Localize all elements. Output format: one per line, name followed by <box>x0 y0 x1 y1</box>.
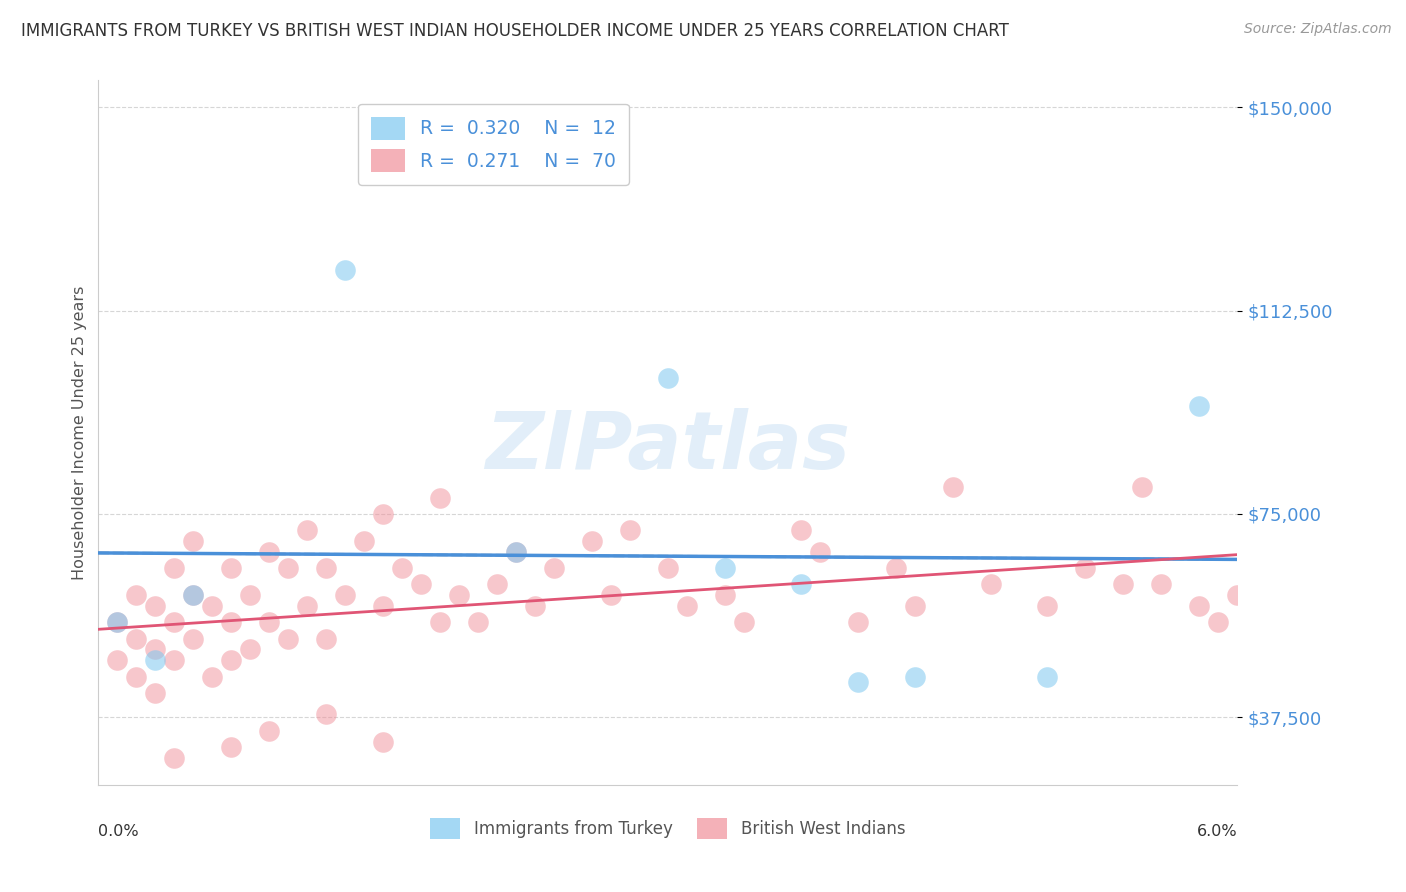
Point <box>145 653 167 667</box>
Point <box>163 653 186 667</box>
Text: Source: ZipAtlas.com: Source: ZipAtlas.com <box>1244 22 1392 37</box>
Point <box>221 653 243 667</box>
Point <box>239 642 262 657</box>
Text: IMMIGRANTS FROM TURKEY VS BRITISH WEST INDIAN HOUSEHOLDER INCOME UNDER 25 YEARS : IMMIGRANTS FROM TURKEY VS BRITISH WEST I… <box>21 22 1010 40</box>
Point <box>183 588 205 602</box>
Point <box>183 534 205 549</box>
Point <box>163 615 186 630</box>
Point <box>125 669 148 683</box>
Point <box>1226 588 1249 602</box>
Point <box>429 491 451 505</box>
Point <box>107 653 129 667</box>
Point <box>353 534 375 549</box>
Point <box>676 599 699 613</box>
Point <box>315 561 337 575</box>
Point <box>714 588 737 602</box>
Point <box>449 588 471 602</box>
Point <box>1036 599 1059 613</box>
Point <box>904 669 927 683</box>
Point <box>183 588 205 602</box>
Point <box>543 561 565 575</box>
Point <box>1208 615 1230 630</box>
Point <box>125 632 148 646</box>
Point <box>145 599 167 613</box>
Point <box>145 642 167 657</box>
Point <box>259 615 281 630</box>
Point <box>371 507 394 521</box>
Point <box>505 545 527 559</box>
Point <box>371 734 394 748</box>
Point <box>277 561 299 575</box>
Point <box>201 599 224 613</box>
Point <box>125 588 148 602</box>
Point <box>221 561 243 575</box>
Point <box>297 523 319 537</box>
Point <box>107 615 129 630</box>
Point <box>846 675 869 690</box>
Point <box>505 545 527 559</box>
Text: 0.0%: 0.0% <box>98 823 139 838</box>
Point <box>221 739 243 754</box>
Point <box>714 561 737 575</box>
Point <box>600 588 623 602</box>
Point <box>1132 480 1154 494</box>
Point <box>297 599 319 613</box>
Point <box>904 599 927 613</box>
Point <box>1150 577 1173 591</box>
Point <box>524 599 547 613</box>
Text: 6.0%: 6.0% <box>1197 823 1237 838</box>
Point <box>790 577 813 591</box>
Point <box>411 577 433 591</box>
Point <box>1188 399 1211 413</box>
Point <box>163 751 186 765</box>
Point <box>221 615 243 630</box>
Point <box>657 371 679 385</box>
Point <box>315 707 337 722</box>
Point <box>335 588 357 602</box>
Point <box>259 723 281 738</box>
Point <box>429 615 451 630</box>
Point <box>619 523 641 537</box>
Point <box>581 534 603 549</box>
Point <box>657 561 679 575</box>
Point <box>335 263 357 277</box>
Point <box>980 577 1002 591</box>
Point <box>201 669 224 683</box>
Point <box>145 686 167 700</box>
Point <box>371 599 394 613</box>
Point <box>942 480 965 494</box>
Point <box>107 615 129 630</box>
Point <box>467 615 489 630</box>
Point <box>790 523 813 537</box>
Point <box>259 545 281 559</box>
Point <box>1112 577 1135 591</box>
Point <box>163 561 186 575</box>
Point <box>486 577 509 591</box>
Point <box>239 588 262 602</box>
Point <box>391 561 413 575</box>
Point <box>733 615 755 630</box>
Point <box>315 632 337 646</box>
Point <box>884 561 907 575</box>
Point <box>846 615 869 630</box>
Point <box>808 545 831 559</box>
Point <box>277 632 299 646</box>
Point <box>1188 599 1211 613</box>
Point <box>1074 561 1097 575</box>
Y-axis label: Householder Income Under 25 years: Householder Income Under 25 years <box>72 285 87 580</box>
Text: ZIPatlas: ZIPatlas <box>485 408 851 486</box>
Point <box>1036 669 1059 683</box>
Legend: R =  0.320    N =  12, R =  0.271    N =  70: R = 0.320 N = 12, R = 0.271 N = 70 <box>359 103 630 186</box>
Point <box>183 632 205 646</box>
